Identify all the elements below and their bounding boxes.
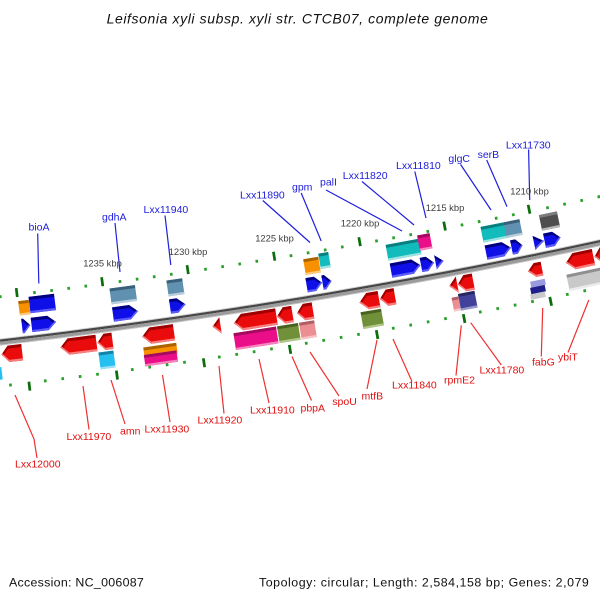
svg-text:Lxx11730: Lxx11730 (506, 140, 551, 152)
svg-text:spoU: spoU (332, 396, 357, 408)
svg-text:gpm: gpm (292, 182, 313, 194)
svg-text:mtfB: mtfB (362, 391, 384, 403)
svg-text:glgC: glgC (448, 153, 470, 165)
svg-text:Lxx11810: Lxx11810 (396, 160, 441, 172)
svg-text:1235 kbp: 1235 kbp (83, 258, 122, 269)
svg-text:1215 kbp: 1215 kbp (426, 202, 465, 213)
svg-text:Leifsonia xyli subsp. xyli str: Leifsonia xyli subsp. xyli str. CTCB07, … (107, 11, 489, 27)
svg-text:rpmE2: rpmE2 (444, 375, 475, 387)
svg-text:ybiT: ybiT (558, 352, 578, 364)
svg-text:pbpA: pbpA (301, 403, 326, 415)
svg-text:Lxx11920: Lxx11920 (198, 415, 243, 427)
svg-text:Lxx11910: Lxx11910 (250, 405, 295, 417)
svg-text:Lxx11930: Lxx11930 (145, 424, 190, 436)
svg-text:serB: serB (478, 149, 500, 161)
svg-text:Lxx11780: Lxx11780 (480, 365, 525, 377)
svg-text:palI: palI (320, 177, 337, 189)
svg-text:1230 kbp: 1230 kbp (169, 246, 208, 257)
svg-text:Lxx11890: Lxx11890 (240, 190, 285, 202)
svg-text:bioA: bioA (29, 222, 50, 234)
svg-text:Lxx11970: Lxx11970 (67, 431, 112, 443)
svg-text:Accession: NC_006087: Accession: NC_006087 (9, 576, 144, 590)
svg-text:gdhA: gdhA (102, 212, 127, 224)
svg-text:amn: amn (120, 426, 141, 438)
svg-text:Lxx11940: Lxx11940 (144, 204, 189, 216)
svg-text:Topology: circular; Length: 2,: Topology: circular; Length: 2,584,158 bp… (259, 576, 589, 590)
svg-text:1210 kbp: 1210 kbp (510, 186, 549, 197)
svg-text:1225 kbp: 1225 kbp (255, 233, 294, 244)
svg-text:Lxx11840: Lxx11840 (392, 380, 437, 392)
svg-text:fabG: fabG (532, 357, 555, 369)
svg-text:Lxx12000: Lxx12000 (15, 459, 61, 471)
svg-text:Lxx11820: Lxx11820 (343, 170, 388, 182)
svg-text:1220 kbp: 1220 kbp (341, 218, 380, 229)
